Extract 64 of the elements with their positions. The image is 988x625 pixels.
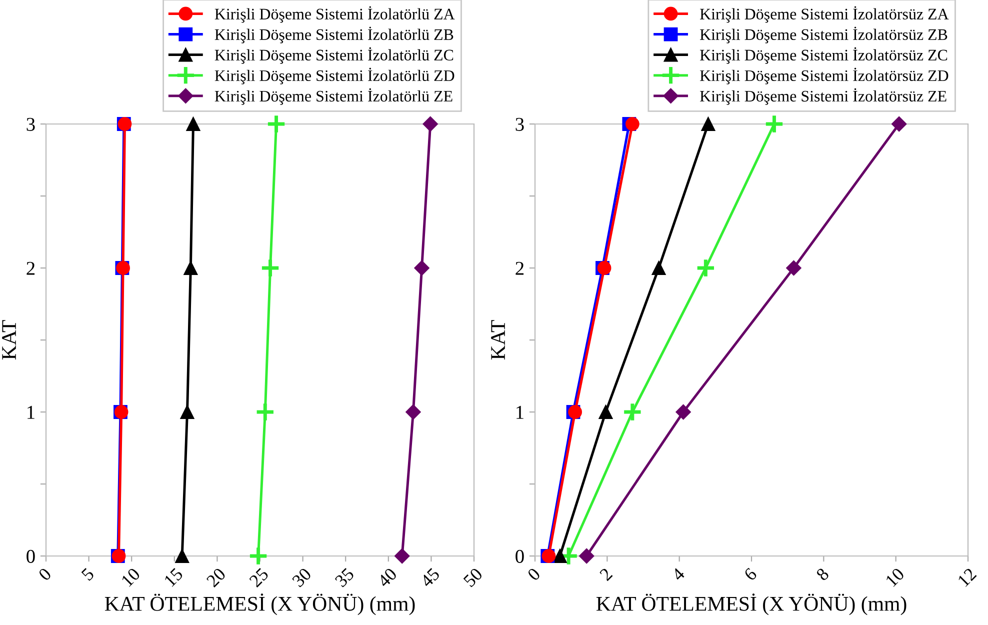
- x-tick-label: 5: [81, 567, 95, 582]
- point: [180, 405, 194, 419]
- point: [625, 117, 640, 131]
- point: [764, 114, 784, 134]
- x-tick-label: 35: [334, 567, 355, 588]
- legend-label: Kirişli Döşeme Sistemi İzolatörsüz ZC: [700, 47, 948, 64]
- x-tick-label: 2: [599, 568, 613, 582]
- x-tick-label: 30: [292, 567, 312, 588]
- point: [701, 117, 716, 131]
- y-tick-label: 2: [516, 262, 524, 275]
- y-tick-label: 1: [28, 406, 34, 419]
- y-tick-label: 0: [516, 550, 524, 563]
- y-tick-label: 1: [516, 406, 524, 419]
- x-tick-label: 0: [38, 567, 52, 582]
- x-tick-label: 40: [376, 567, 398, 588]
- legend-label: Kirişli Döşeme Sistemi İzolatörsüz ZE: [700, 88, 946, 105]
- point: [406, 404, 421, 420]
- legend-label: Kirişli Döşeme Sistemi İzolatörlü ZB: [214, 26, 454, 44]
- point: [175, 549, 190, 563]
- x-tick-label: 15: [164, 567, 184, 588]
- legend-label: Kirişli Döşeme Sistemi İzolatörsüz ZD: [700, 68, 948, 84]
- point: [248, 546, 268, 566]
- point: [255, 402, 276, 422]
- x-tick-label: 6: [743, 567, 758, 582]
- x-tick-label: 10: [120, 567, 141, 588]
- x-tick-label: 50: [462, 567, 484, 588]
- legend-label: Kirişli Döşeme Sistemi İzolatörlü ZA: [214, 6, 455, 23]
- point: [622, 402, 642, 422]
- x-axis-title: KAT ÖTELEMESİ (X YÖNÜ) (mm): [596, 594, 906, 616]
- point: [394, 548, 410, 564]
- x-tick-label: 45: [420, 567, 440, 588]
- point: [598, 405, 613, 419]
- point: [414, 260, 430, 276]
- point: [652, 261, 666, 275]
- x-axis-title: KAT ÖTELEMESİ (X YÖNÜ) (mm): [104, 594, 415, 616]
- point: [696, 258, 716, 278]
- x-tick-label: 10: [885, 567, 905, 588]
- x-tick-label: 20: [206, 567, 226, 588]
- legend-label: Kirişli Döşeme Sistemi İzolatörlü ZE: [214, 88, 452, 105]
- point: [892, 116, 907, 132]
- y-tick-label: 3: [26, 118, 35, 131]
- point: [579, 548, 594, 564]
- point: [184, 261, 198, 275]
- y-axis-title: KAT: [2, 320, 16, 360]
- point: [676, 404, 691, 420]
- point: [260, 258, 280, 278]
- y-tick-label: 2: [26, 262, 35, 275]
- x-tick-label: 25: [248, 567, 270, 588]
- point: [552, 549, 567, 563]
- legend-label: Kirişli Döşeme Sistemi İzolatörsüz ZB: [700, 26, 948, 44]
- x-tick-label: 4: [671, 567, 686, 582]
- x-tick-label: 12: [957, 568, 977, 587]
- y-axis-title: KAT: [491, 320, 505, 360]
- point: [786, 260, 802, 276]
- y-tick-label: 3: [516, 118, 524, 131]
- point: [266, 114, 286, 134]
- legend-label: Kirişli Döşeme Sistemi İzolatörlü ZC: [214, 47, 454, 64]
- point: [186, 117, 200, 131]
- x-tick-label: 8: [816, 567, 830, 582]
- legend-label: Kirişli Döşeme Sistemi İzolatörlü ZD: [214, 68, 454, 84]
- legend-label: Kirişli Döşeme Sistemi İzolatörsüz ZA: [700, 6, 949, 23]
- point: [422, 116, 438, 132]
- x-tick-label: 0: [526, 567, 541, 582]
- y-tick-label: 0: [26, 550, 35, 563]
